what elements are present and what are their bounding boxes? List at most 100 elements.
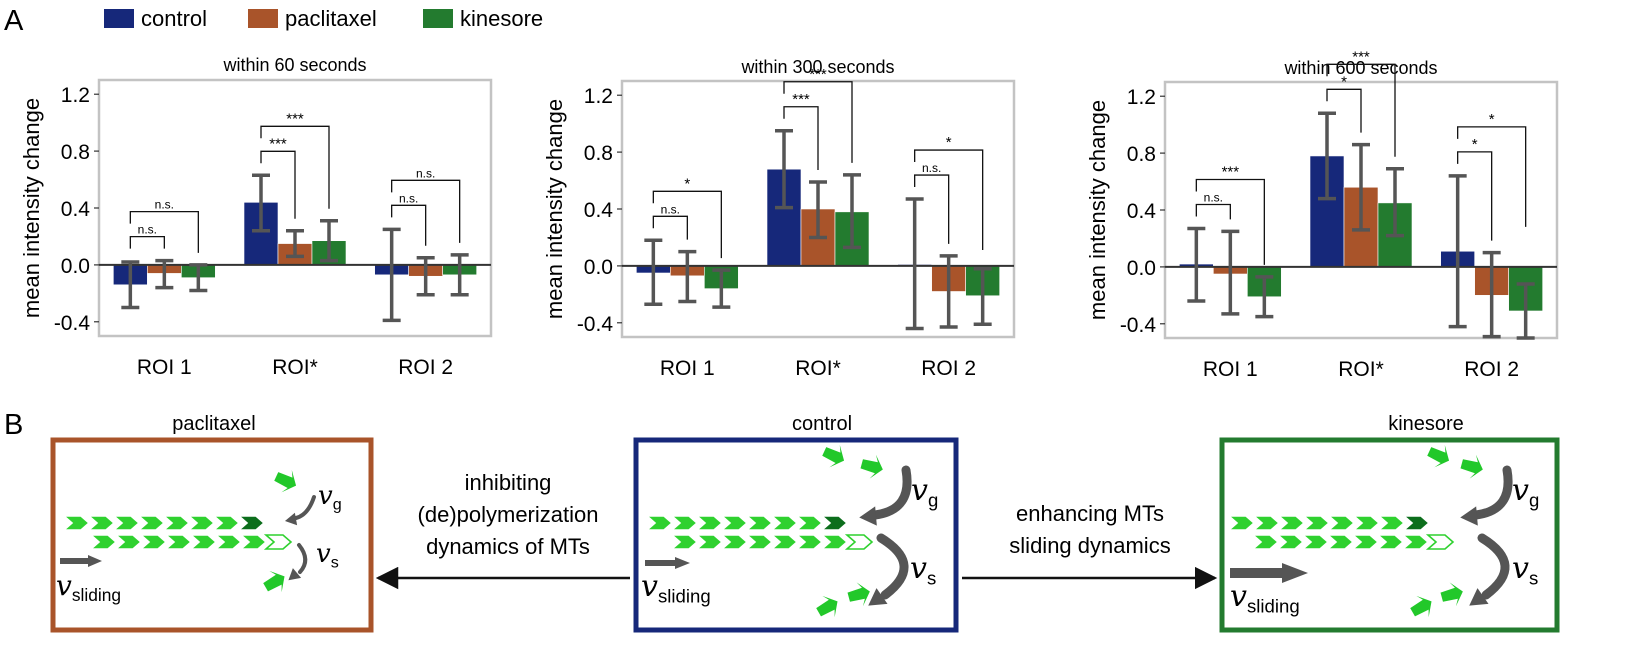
legend-swatch-control bbox=[104, 9, 134, 28]
tubulin-segment bbox=[236, 515, 266, 531]
sliding-arrow bbox=[645, 557, 690, 569]
significance-bracket bbox=[652, 190, 722, 259]
tubulin-segment bbox=[238, 534, 268, 550]
significance-label: *** bbox=[809, 66, 827, 83]
tubulin-segment bbox=[111, 515, 141, 531]
tubulin-segment bbox=[1351, 515, 1381, 531]
legend-label-kinesore: kinesore bbox=[460, 6, 543, 31]
y-tick-label: 1.2 bbox=[1127, 86, 1156, 109]
tubulin-segment bbox=[719, 534, 749, 550]
v-sliding-symbol: vsliding bbox=[641, 569, 711, 607]
microtubule bbox=[88, 534, 293, 550]
arrow-left-text-1: inhibiting bbox=[465, 470, 552, 495]
y-axis-label: mean intensity change bbox=[542, 99, 567, 319]
chart-2: within 300 seconds mean intensity change-… bbox=[542, 57, 1016, 380]
tubulin-dimer bbox=[274, 470, 297, 493]
box-title-control: control bbox=[792, 413, 852, 435]
y-tick-label: 0.0 bbox=[1127, 257, 1156, 280]
arrow-head bbox=[1469, 588, 1489, 606]
y-axis-label: mean intensity change bbox=[1085, 100, 1110, 320]
tubulin-segment bbox=[263, 534, 293, 550]
diagram-kinesore: vg vs vsliding bbox=[1226, 445, 1539, 618]
chart-3: within 600 seconds mean intensity change-… bbox=[1085, 48, 1559, 381]
tubulin-dimer bbox=[1427, 445, 1450, 468]
curved-arrow-g bbox=[1471, 465, 1513, 520]
x-tick-label: ROI* bbox=[795, 357, 841, 380]
tubulin-segment bbox=[1301, 515, 1331, 531]
chart-title: within 600 seconds bbox=[1283, 58, 1437, 78]
significance-bracket bbox=[1457, 126, 1527, 227]
tubulin-segment bbox=[1375, 534, 1405, 550]
arrow-head bbox=[288, 568, 302, 581]
tubulin-segment bbox=[61, 515, 91, 531]
significance-label: n.s. bbox=[138, 223, 157, 237]
x-tick-label: ROI 2 bbox=[1464, 358, 1519, 381]
arrow-right-text-1: enhancing MTs bbox=[1016, 501, 1164, 526]
microtubule bbox=[644, 515, 849, 531]
significance-bracket bbox=[1326, 63, 1396, 157]
tubulin-segment bbox=[694, 515, 724, 531]
y-tick-label: 0.0 bbox=[584, 256, 613, 279]
panel-letter-b: B bbox=[4, 409, 23, 441]
significance-label: *** bbox=[792, 91, 810, 108]
tubulin-segment bbox=[213, 534, 243, 550]
tubulin-dimer bbox=[860, 454, 883, 479]
significance-bracket bbox=[1326, 88, 1362, 133]
x-tick-label: ROI* bbox=[1338, 358, 1384, 381]
significance-label: *** bbox=[286, 110, 304, 127]
arrow-left-text-3: dynamics of MTs bbox=[426, 534, 590, 559]
box-control bbox=[633, 437, 959, 633]
tubulin-segment bbox=[1226, 515, 1256, 531]
significance-bracket bbox=[260, 150, 296, 219]
charts-layer: within 60 seconds mean intensity change -0… bbox=[19, 48, 1559, 381]
significance-label: n.s. bbox=[922, 161, 941, 175]
x-tick-label: ROI 1 bbox=[1203, 358, 1258, 381]
box-title-paclitaxel: paclitaxel bbox=[172, 413, 255, 435]
v-g-symbol: vg bbox=[318, 481, 342, 514]
microtubule bbox=[61, 515, 266, 531]
tubulin-segment bbox=[694, 534, 724, 550]
v-sliding-symbol: vsliding bbox=[1230, 579, 1300, 617]
tubulin-segment bbox=[769, 515, 799, 531]
panel-letter-a: A bbox=[4, 5, 24, 37]
tubulin-segment bbox=[794, 515, 824, 531]
tubulin-segment bbox=[719, 515, 749, 531]
significance-label: n.s. bbox=[155, 198, 174, 212]
significance-label: * bbox=[684, 175, 690, 192]
significance-label: * bbox=[946, 134, 952, 151]
significance-bracket bbox=[391, 204, 427, 246]
y-tick-label: 0.4 bbox=[584, 199, 614, 222]
x-tick-label: ROI 2 bbox=[398, 356, 453, 379]
y-axis-label: mean intensity change bbox=[19, 98, 44, 318]
tubulin-segment bbox=[86, 515, 116, 531]
significance-label: * bbox=[1472, 136, 1478, 153]
tubulin-segment bbox=[1250, 534, 1280, 550]
v-g-symbol: vg bbox=[1512, 473, 1539, 511]
legend-swatch-paclitaxel bbox=[248, 9, 278, 28]
legend-swatch-kinesore bbox=[423, 9, 453, 28]
diagram-paclitaxel: vg vs vsliding bbox=[56, 470, 342, 605]
arrow-head bbox=[284, 512, 298, 526]
tubulin-segment bbox=[1300, 534, 1330, 550]
sliding-arrow bbox=[1230, 563, 1308, 583]
tubulin-segment bbox=[1425, 534, 1455, 550]
v-g-symbol: vg bbox=[911, 473, 938, 511]
v-sliding-symbol: vsliding bbox=[56, 569, 121, 605]
chart-title: within 60 seconds bbox=[222, 55, 366, 75]
tubulin-segment bbox=[744, 515, 774, 531]
tubulin-segment bbox=[1376, 515, 1406, 531]
y-tick-label: 0.8 bbox=[1127, 143, 1156, 166]
tubulin-dimer bbox=[1410, 595, 1432, 618]
microtubule bbox=[669, 534, 874, 550]
v-s-symbol: vs bbox=[316, 539, 339, 572]
tubulin-segment bbox=[136, 515, 166, 531]
significance-bracket bbox=[1195, 178, 1265, 265]
legend-label-control: control bbox=[141, 6, 207, 31]
significance-bracket bbox=[652, 215, 688, 240]
tubulin-segment bbox=[88, 534, 118, 550]
tubulin-segment bbox=[669, 515, 699, 531]
arrow-head bbox=[1460, 506, 1478, 526]
tubulin-dimer bbox=[822, 445, 845, 468]
tubulin-segment bbox=[819, 534, 849, 550]
